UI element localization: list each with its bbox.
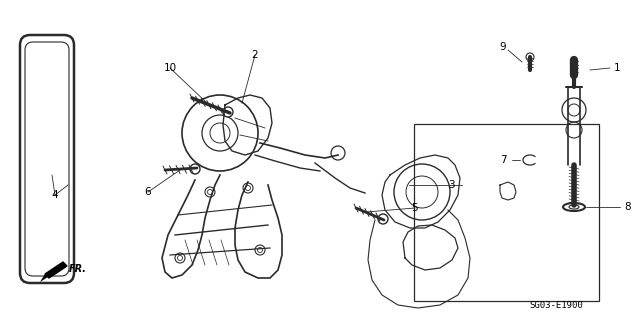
- Polygon shape: [45, 262, 67, 278]
- Text: SG03-E1900: SG03-E1900: [529, 300, 583, 309]
- Text: 9: 9: [500, 42, 506, 52]
- Text: 4: 4: [52, 190, 58, 200]
- Text: 10: 10: [163, 63, 177, 73]
- Polygon shape: [40, 274, 48, 282]
- Text: FR.: FR.: [69, 264, 87, 274]
- Circle shape: [190, 164, 200, 174]
- Circle shape: [378, 214, 388, 224]
- Text: 7: 7: [500, 155, 507, 165]
- Text: 6: 6: [145, 187, 151, 197]
- Circle shape: [223, 107, 233, 117]
- Text: 1: 1: [614, 63, 620, 73]
- Bar: [414, 124, 599, 301]
- Text: 8: 8: [624, 202, 630, 212]
- Text: 5: 5: [412, 203, 419, 213]
- Text: 3: 3: [449, 180, 455, 190]
- Text: 2: 2: [252, 50, 259, 60]
